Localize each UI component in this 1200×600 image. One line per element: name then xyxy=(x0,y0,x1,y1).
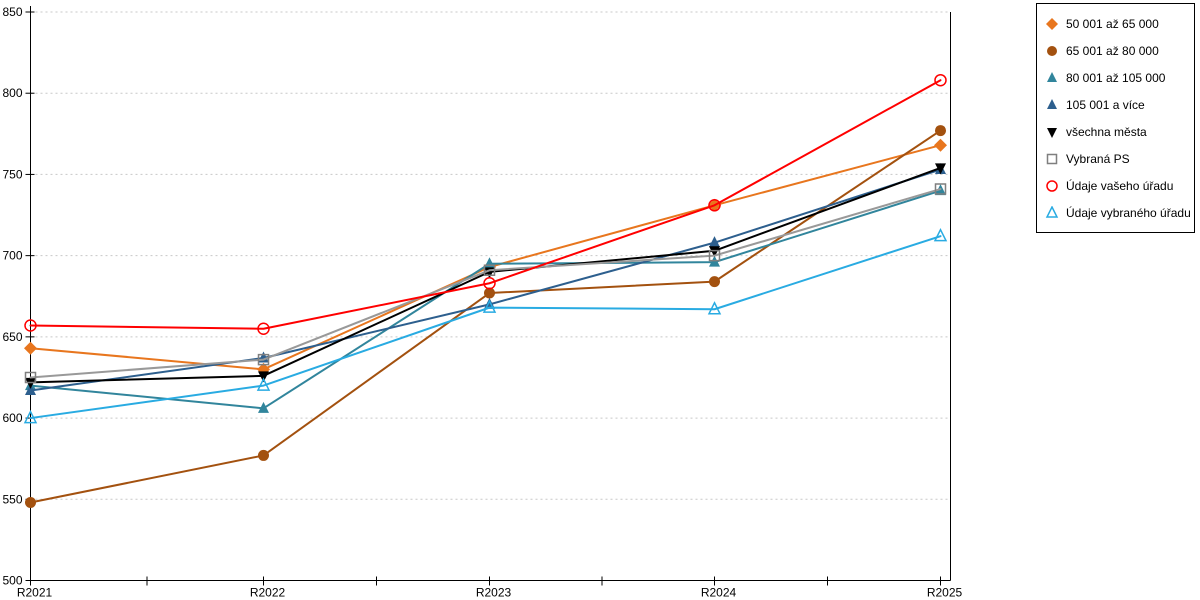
data-point-marker xyxy=(709,236,720,248)
data-point-marker xyxy=(707,301,722,315)
series-line-0 xyxy=(29,144,942,371)
legend-marker-triangle-up-icon xyxy=(1047,98,1057,109)
chart-legend: 50 001 až 65 000 65 001 až 80 000 80 001 a… xyxy=(1036,3,1195,233)
legend-item-label: 65 001 až 80 000 xyxy=(1066,43,1159,58)
x-axis-tick-label: R2023 xyxy=(476,586,512,600)
legend-item: Údaje vašeho úřadu xyxy=(1045,179,1190,193)
data-point-marker xyxy=(484,287,495,299)
data-point-marker xyxy=(708,249,721,262)
x-axis-tick-label: R2024 xyxy=(701,586,737,600)
legend-item-label: všechna města xyxy=(1066,124,1147,139)
data-point-marker xyxy=(25,383,36,395)
x-axis-tick-label: R2025 xyxy=(927,586,963,600)
legend-item: 65 001 až 80 000 xyxy=(1045,44,1190,58)
series-line-1 xyxy=(29,129,942,504)
legend-item: 105 001 a více xyxy=(1045,98,1190,112)
y-axis-tick-label: 800 xyxy=(2,86,22,100)
x-axis-tick-label: R2022 xyxy=(250,586,286,600)
legend-marker-triangle-up-open-icon xyxy=(1045,205,1059,218)
data-point-marker xyxy=(258,449,269,461)
data-point-marker xyxy=(935,125,946,137)
y-axis-tick-label: 750 xyxy=(2,167,22,181)
data-point-marker xyxy=(23,409,38,424)
data-point-marker xyxy=(25,497,36,509)
legend-item: všechna města xyxy=(1045,125,1190,139)
series-line-5 xyxy=(29,188,942,379)
data-point-marker xyxy=(709,246,720,258)
data-point-marker xyxy=(258,371,269,383)
legend-item: 80 001 až 105 000 xyxy=(1045,71,1190,85)
data-point-marker xyxy=(257,353,270,366)
data-point-marker xyxy=(257,322,270,335)
legend-item-label: Údaje vašeho úřadu xyxy=(1066,178,1174,193)
legend-marker-square-open-icon xyxy=(1046,153,1058,164)
data-point-marker xyxy=(709,276,720,288)
legend-item: Vybraná PS xyxy=(1045,152,1190,166)
data-point-marker xyxy=(934,138,947,152)
y-axis-tick-label: 850 xyxy=(2,5,22,19)
series-line-2 xyxy=(29,189,942,410)
data-point-marker xyxy=(483,264,496,277)
legend-item: 50 001 až 65 000 xyxy=(1045,17,1190,31)
series-line-7 xyxy=(29,235,942,420)
legend-item-label: 105 001 a více xyxy=(1066,97,1145,112)
series-line-6 xyxy=(29,79,942,330)
y-axis-tick-label: 550 xyxy=(2,492,22,506)
legend-item-label: 80 001 až 105 000 xyxy=(1066,70,1166,85)
data-point-marker xyxy=(24,341,37,355)
data-point-marker xyxy=(934,183,947,195)
legend-marker-triangle-down-icon xyxy=(1047,127,1057,138)
data-point-marker xyxy=(935,163,946,175)
data-point-marker xyxy=(24,319,37,332)
data-point-marker xyxy=(258,401,269,413)
legend-item-label: Údaje vybraného úřadu xyxy=(1066,205,1191,220)
data-point-marker xyxy=(708,199,721,212)
y-axis-tick-label: 650 xyxy=(2,330,22,344)
data-point-marker xyxy=(256,377,271,391)
legend-item-label: Vybraná PS xyxy=(1066,151,1130,166)
legend-marker-circle-open-icon xyxy=(1046,179,1058,192)
data-point-marker xyxy=(934,73,947,87)
data-point-marker xyxy=(25,377,36,389)
legend-marker-triangle-up-icon xyxy=(1047,71,1057,82)
y-axis-tick-label: 700 xyxy=(2,249,22,263)
x-axis-tick-label: R2021 xyxy=(17,586,53,600)
y-axis-tick-label: 500 xyxy=(2,574,22,588)
data-point-marker xyxy=(24,371,37,384)
legend-item: Údaje vybraného úřadu xyxy=(1045,205,1191,220)
data-point-marker xyxy=(483,277,496,290)
y-axis-tick-label: 600 xyxy=(2,411,22,425)
legend-marker-circle-icon xyxy=(1047,45,1057,56)
legend-marker-diamond-icon xyxy=(1046,17,1058,30)
legend-item-label: 50 001 až 65 000 xyxy=(1066,16,1159,31)
data-point-marker xyxy=(933,227,948,242)
data-point-marker xyxy=(482,299,497,313)
